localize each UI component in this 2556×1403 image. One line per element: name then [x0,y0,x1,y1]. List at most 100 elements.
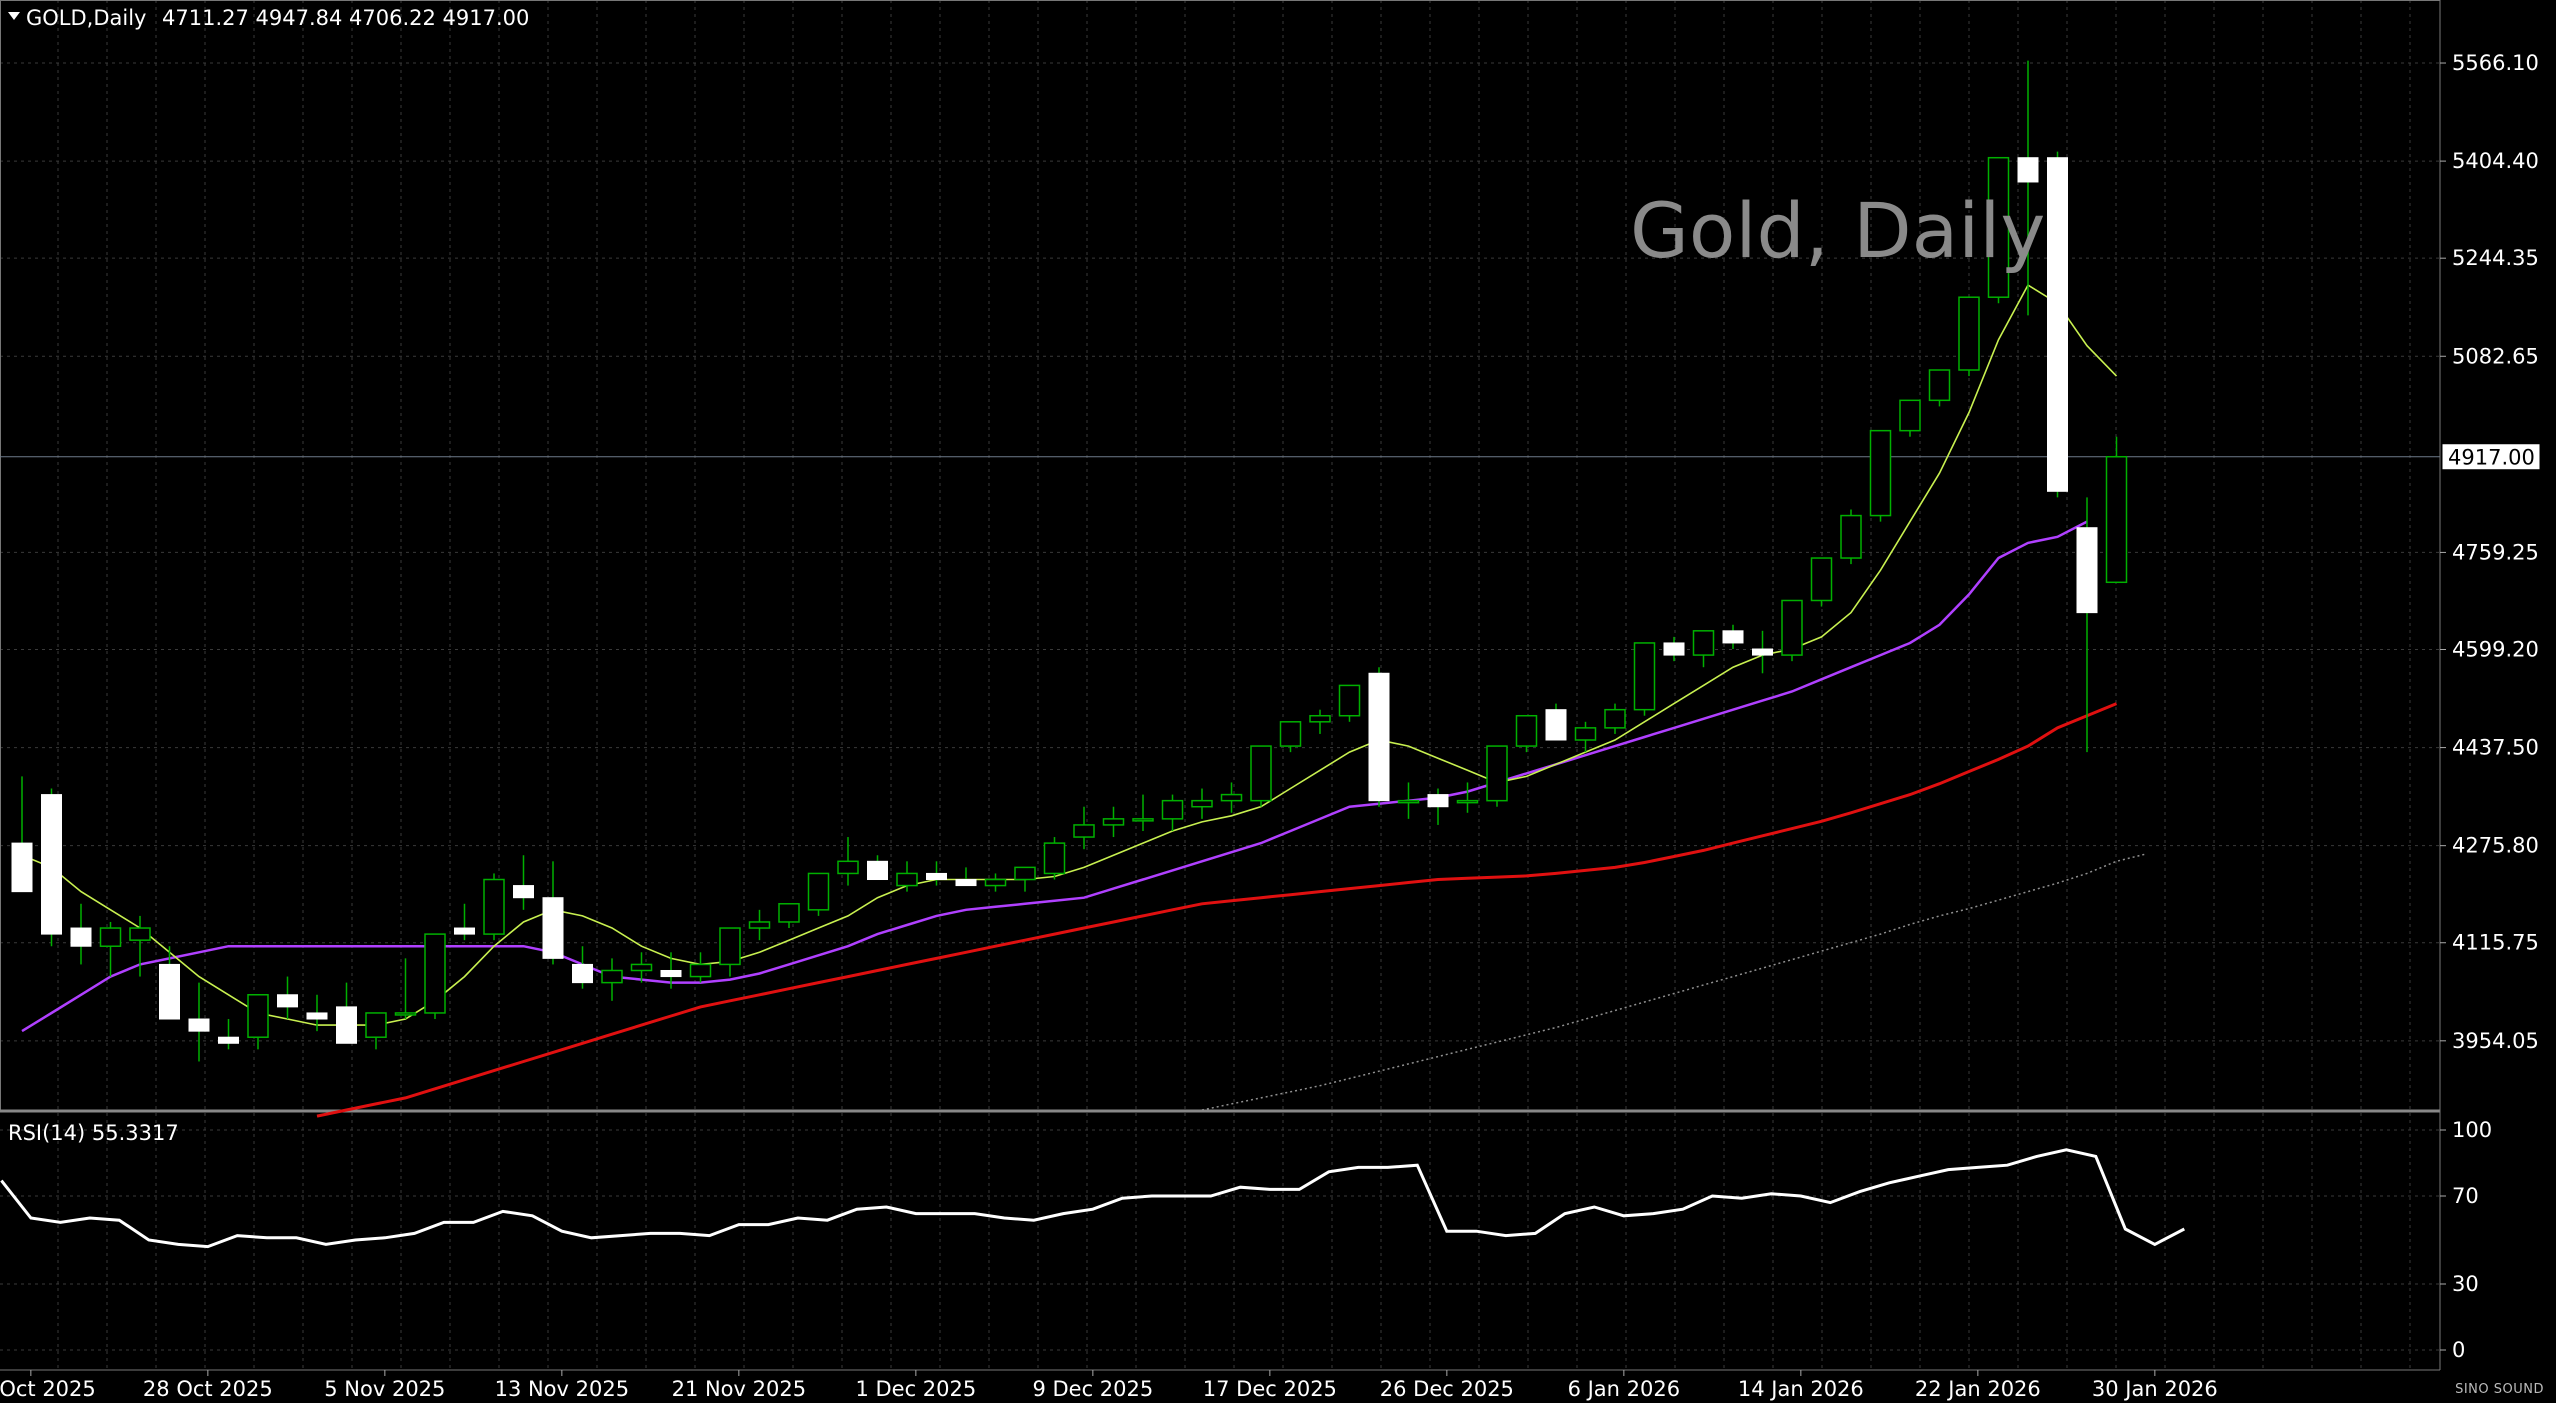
candle [513,855,534,910]
candle [1692,630,1715,668]
candle [837,837,859,886]
candle-body-bull [1014,866,1036,881]
price-tick-label: 3954.05 [2452,1029,2539,1053]
candle [424,933,446,1020]
candle [394,958,417,1020]
candle-body-bear [660,969,682,978]
candle-body-bear [926,872,947,881]
candle [1073,806,1095,850]
candle [2017,60,2039,316]
candle-body-bear [11,842,33,893]
candle-body-bull [1633,642,1656,711]
candle [1250,745,1272,807]
candle [188,982,210,1062]
candle [1633,642,1656,716]
candle-body-bear [218,1036,239,1044]
candle-body-bull [1987,156,2010,298]
candle [1161,794,1184,831]
candle [955,867,977,887]
time-tick-label: 22 Jan 2026 [1915,1377,2041,1401]
candle-body-bull [1102,818,1125,826]
candle-body-bull [630,963,653,972]
candle-body-bear [159,963,180,1020]
candle-body-bear [70,927,92,947]
candle [218,1019,239,1050]
candlestick-series [11,60,2128,1062]
candle-body-bull [1958,296,1980,371]
candle [2076,497,2098,753]
candle-body-bull [1220,793,1243,802]
candle-body-bull [99,927,122,947]
candle-body-bull [837,860,859,875]
time-tick-label: 1 Dec 2025 [855,1377,976,1401]
candle [1014,866,1036,892]
price-tick-label: 5244.35 [2452,246,2539,270]
candle [70,903,92,965]
price-tick-label: 4437.50 [2452,736,2539,760]
candle [1899,399,1921,437]
candle-body-bull [247,994,269,1038]
time-tick-label: 28 Oct 2025 [143,1377,273,1401]
time-tick-label: 21 Nov 2025 [672,1377,807,1401]
candle-body-bull [1338,684,1361,717]
candle-body-bear [1722,630,1744,644]
candle [778,903,800,929]
candle-body-bear [41,794,62,935]
candle [2105,436,2128,584]
chart-header: GOLD,Daily 4711.27 4947.84 4706.22 4917.… [8,6,529,30]
candle [1279,721,1302,753]
candle-body-bear [2076,527,2098,614]
candle-body-bull [1899,399,1921,432]
candle [1515,714,1538,753]
candle [1043,837,1066,880]
time-tick-label: 26 Dec 2025 [1380,1377,1514,1401]
candle-body-bull [129,927,151,941]
candle [1102,806,1125,838]
current-price-label: 4917.00 [2448,446,2535,470]
candle-body-bull [1397,799,1420,804]
time-tick-label: 13 Nov 2025 [495,1377,630,1401]
candle [630,952,653,983]
candle-body-bear [1545,709,1567,741]
price-tick-label: 5404.40 [2452,149,2539,173]
candle [159,946,180,1020]
candle-body-bull [1810,557,1833,602]
candle-body-bull [1515,714,1538,747]
candle-body-bear [2047,157,2068,492]
time-tick-label: 30 Jan 2026 [2092,1377,2218,1401]
candle-body-bear [306,1012,328,1020]
candle-body-bull [1132,818,1154,822]
triangle-down-icon[interactable] [8,12,20,20]
candle [1220,782,1243,813]
candle [1604,703,1626,734]
candle-body-bull [1456,799,1479,804]
candle [896,861,918,892]
candle [1752,630,1773,674]
candle [1928,369,1951,407]
candle-body-bear [955,879,977,887]
candle-body-bull [394,1012,417,1016]
candle-body-bull [1604,708,1626,729]
price-tick-label: 5566.10 [2452,51,2539,75]
candle [1427,788,1449,825]
ohlc-values: 4711.27 4947.84 4706.22 4917.00 [162,6,529,30]
price-tick-label: 4759.25 [2452,540,2539,564]
candle-body-bear [336,1006,357,1044]
candle-body-bull [1073,824,1095,838]
candle [2047,151,2068,498]
time-tick-label: 14 Jan 2026 [1738,1377,1864,1401]
watermark-title: Gold, Daily [1630,186,2045,275]
candle-body-bear [572,963,593,984]
candle [1722,624,1744,650]
candle-body-bull [807,872,830,911]
candle-body-bull [1191,799,1213,808]
price-tick-label: 4599.20 [2452,638,2539,662]
candle-body-bull [1840,514,1862,559]
candle [867,855,888,881]
candle-body-bull [601,969,623,984]
candle [1663,636,1685,662]
candle-body-bear [513,885,534,899]
candle [247,994,269,1050]
candle-body-bull [1043,842,1066,875]
